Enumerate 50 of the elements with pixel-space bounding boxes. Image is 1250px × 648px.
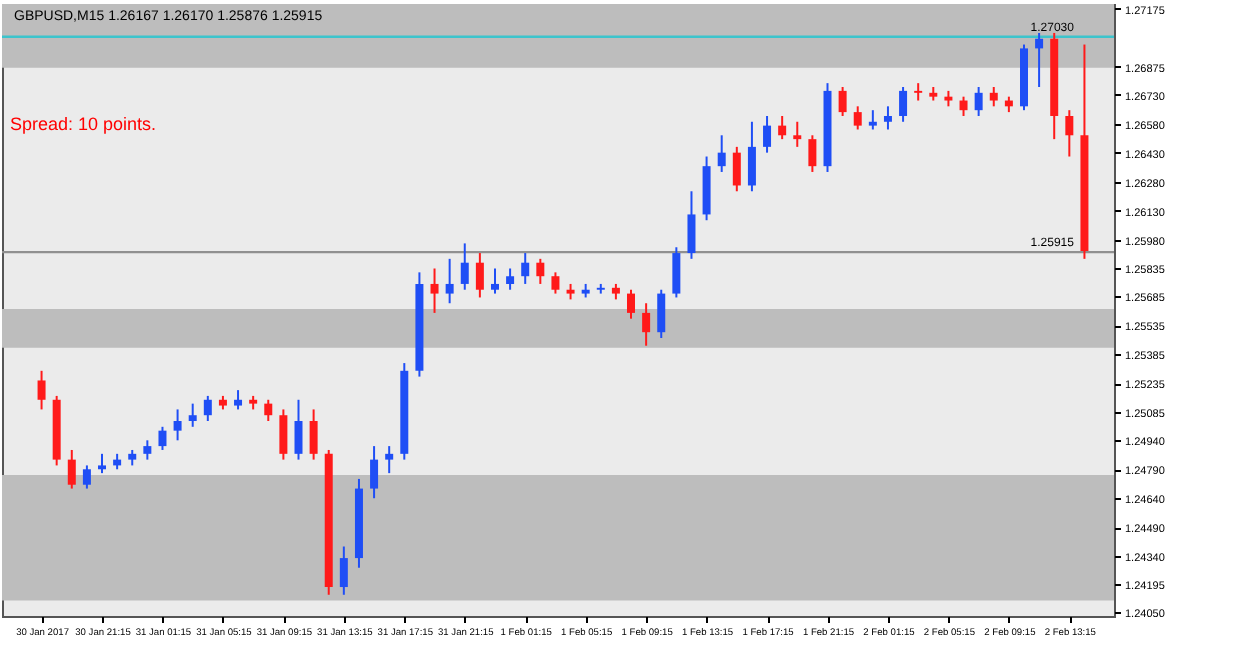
candlestick: [989, 86, 998, 108]
candlestick: [1065, 109, 1074, 158]
candlestick: [385, 445, 394, 475]
candlestick: [853, 105, 862, 131]
candlestick: [627, 288, 636, 320]
candlestick: [763, 114, 772, 154]
candlestick: [883, 105, 892, 131]
candlestick: [793, 120, 802, 148]
candlestick: [1035, 31, 1044, 89]
candlestick: [370, 445, 379, 500]
candlestick: [642, 302, 651, 347]
candlestick: [808, 134, 817, 173]
candlestick: [188, 402, 197, 428]
candlestick: [98, 452, 107, 475]
candlestick: [294, 398, 303, 461]
candlestick: [158, 425, 167, 451]
candlestick: [717, 134, 726, 173]
candlestick: [143, 439, 152, 461]
candlestick: [279, 408, 288, 461]
candlestick: [460, 242, 469, 291]
candlestick: [536, 257, 545, 285]
candlestick: [687, 190, 696, 260]
candlestick: [506, 267, 515, 291]
candlestick: [173, 408, 182, 442]
candlestick: [203, 394, 212, 423]
candlestick: [657, 288, 666, 339]
candlestick: [778, 114, 787, 141]
candlestick: [521, 252, 530, 285]
candlestick: [672, 246, 681, 299]
candlestick: [899, 86, 908, 123]
annotation: Spread: 10 points.: [10, 114, 157, 134]
candlestick: [264, 398, 273, 423]
candlestick: [551, 271, 560, 295]
candlestick: [37, 369, 46, 411]
candlestick: [445, 257, 454, 305]
candlestick: [914, 82, 923, 102]
candlestick: [974, 86, 983, 117]
candlestick: [67, 448, 76, 490]
candlestick: [339, 545, 348, 596]
candlestick: [838, 86, 847, 117]
candlestick: [475, 252, 484, 299]
candlestick: [82, 464, 91, 490]
candlestick: [732, 145, 741, 193]
candlestick: [490, 267, 499, 295]
candlestick: [430, 267, 439, 314]
candlestick: [959, 95, 968, 117]
candlestick: [747, 120, 756, 193]
candlestick: [309, 408, 318, 461]
candlestick: [868, 109, 877, 131]
candlestick: [234, 389, 243, 411]
